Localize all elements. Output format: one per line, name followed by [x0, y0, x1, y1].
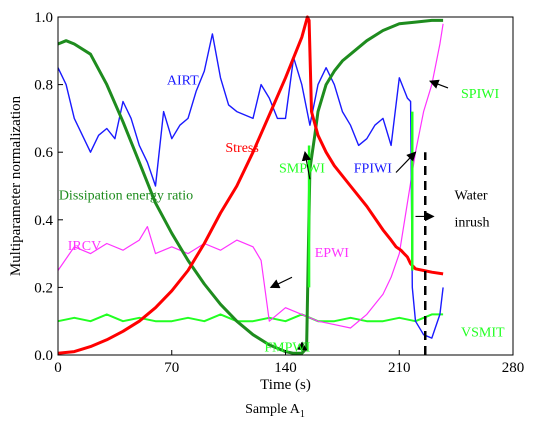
series-layer	[57, 15, 444, 355]
y-tick-label: 0.4	[34, 213, 53, 229]
plot-area	[58, 17, 513, 355]
annotation-layer: AIRT Stress SMPWI FPIWI SPIWI Dissipation ene…	[59, 74, 505, 356]
series-line-dissipation-energy-ratio	[57, 18, 444, 355]
annotation-spiwi: SPIWI	[461, 87, 499, 102]
y-tick-label: 0.2	[34, 280, 53, 296]
x-tick-label: 0	[54, 360, 62, 376]
y-tick-label: 0.8	[34, 78, 53, 94]
annotation-arrow	[429, 79, 449, 89]
annotation-stress: Stress	[225, 141, 258, 156]
annotation-smpwi: SMPWI	[279, 161, 325, 176]
x-axis-label: Time (s)	[260, 377, 311, 393]
y-axis-label: Multiparameter normalization	[8, 95, 24, 276]
y-tick-label: 0.0	[34, 348, 53, 364]
figure-caption: Sample A1	[0, 402, 550, 420]
annotation-vsmit: VSMIT	[461, 325, 505, 340]
annotation-arrow	[296, 341, 308, 351]
x-tick-label: 280	[502, 360, 525, 376]
series-line-ircv	[57, 23, 444, 329]
annotation-arrow	[269, 276, 293, 289]
annotation-arrow	[301, 151, 312, 180]
series-line-stress	[57, 15, 444, 355]
annotation-inrush: inrush	[455, 216, 490, 231]
x-tick-label: 70	[164, 360, 179, 376]
x-tick-label: 140	[274, 360, 297, 376]
x-tick-label: 210	[388, 360, 411, 376]
annotation-dissipation-energy-ratio: Dissipation energy ratio	[59, 189, 193, 204]
annotation-ircv: IRCV	[68, 239, 101, 254]
y-tick-label: 0.6	[34, 145, 53, 161]
plot-frame	[57, 16, 514, 356]
caption-text: Sample A	[245, 402, 300, 417]
axes-layer: 0 70 140 210 280 0.0 0.2 0.4 0.6 0.8 1.0	[34, 10, 524, 376]
y-tick-label: 1.0	[34, 10, 53, 26]
series-line-airt	[57, 33, 444, 339]
annotation-airt: AIRT	[167, 74, 199, 89]
annotation-epwi: EPWI	[315, 246, 350, 261]
annotation-fmpwi: FMPWI	[264, 341, 310, 356]
series-line-spiwi	[57, 313, 444, 323]
annotation-water: Water	[455, 189, 488, 204]
annotation-arrow	[395, 151, 417, 173]
caption-subscript: 1	[299, 408, 305, 420]
annotation-fpiwi: FPIWI	[354, 161, 392, 176]
